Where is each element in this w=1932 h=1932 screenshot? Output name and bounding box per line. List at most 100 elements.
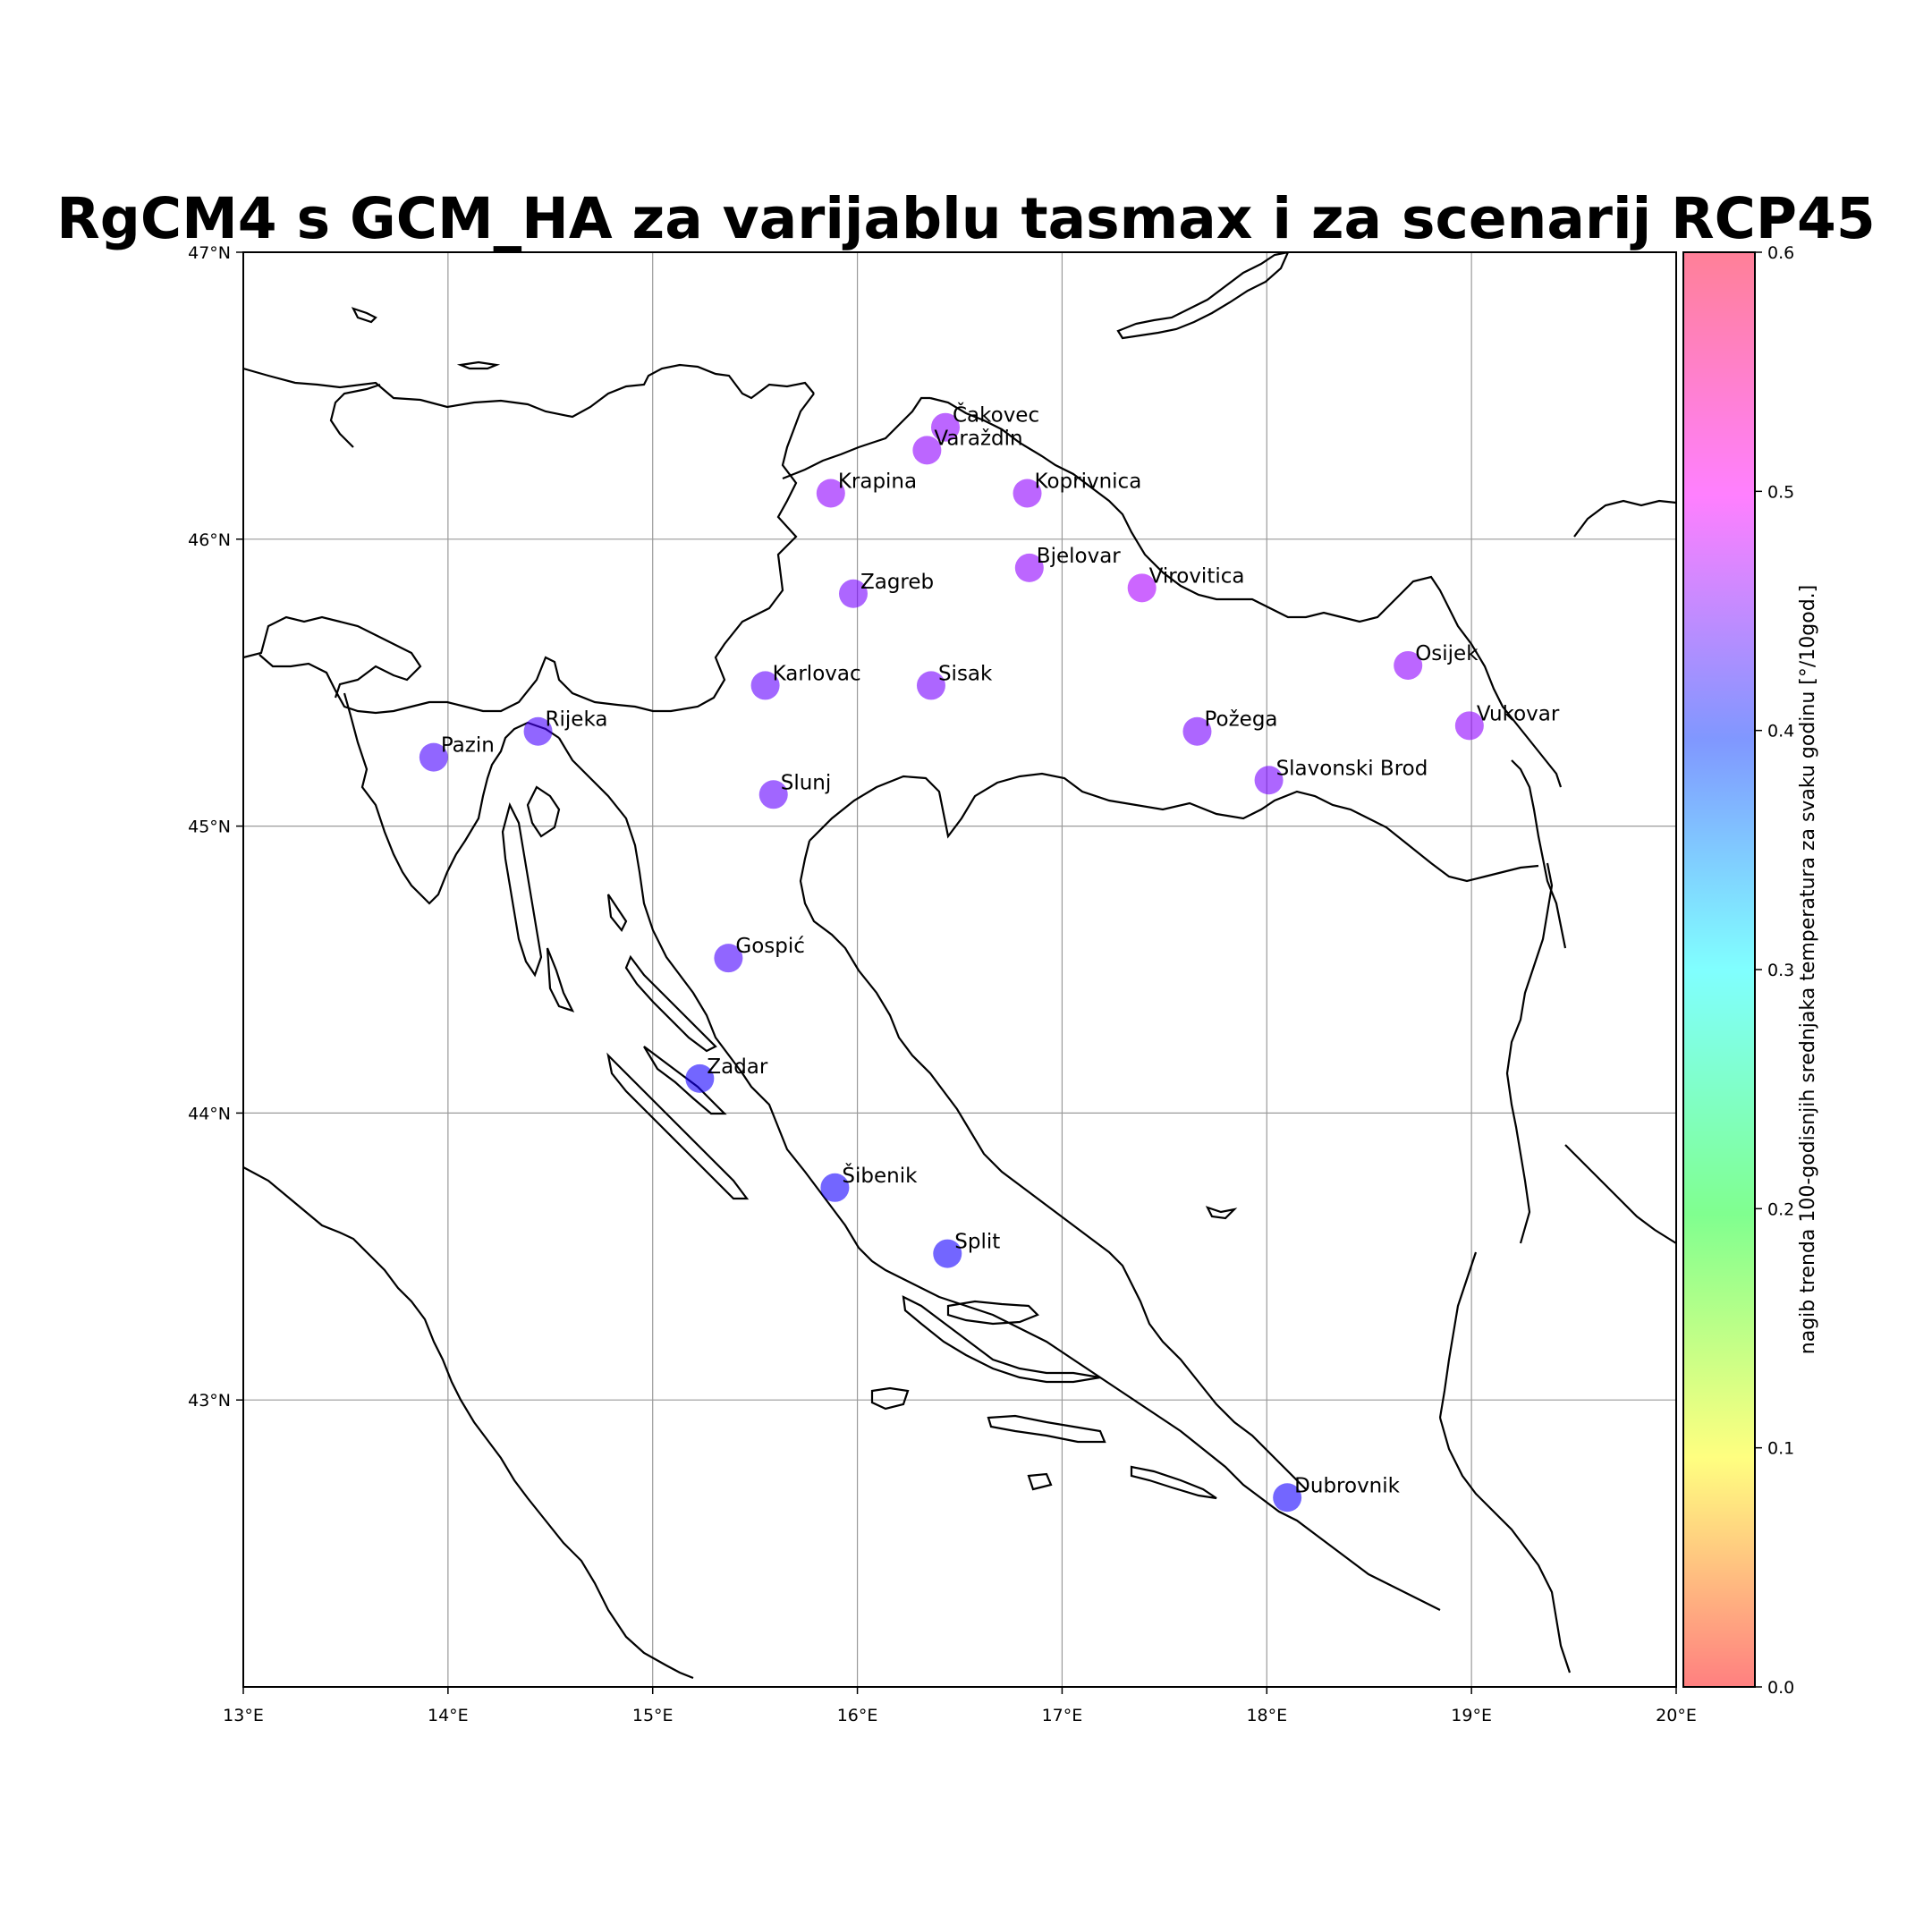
island-ugljan: [643, 1046, 727, 1115]
station-label: Koprivnica: [1035, 470, 1142, 493]
x-tick-label: 20°E: [1656, 1706, 1697, 1725]
island-krk: [526, 785, 561, 838]
colorbar-tick-label: 0.3: [1767, 961, 1794, 980]
colorbar-tick-label: 0.2: [1767, 1199, 1794, 1219]
colorbar-tick-label: 0.6: [1767, 243, 1794, 263]
island-korcula: [987, 1414, 1106, 1444]
x-tick-label: 17°E: [1042, 1706, 1083, 1725]
austria-river-line: [351, 307, 377, 324]
x-tick-label: 18°E: [1246, 1706, 1287, 1725]
x-tick-label: 16°E: [837, 1706, 878, 1725]
croatia-slovenia-north-border: [782, 396, 930, 480]
east-border-line: [1573, 499, 1676, 538]
map-area: [243, 252, 1676, 1687]
x-tick-label: 14°E: [428, 1706, 469, 1725]
colorbar-ticks: 0.0 0.1 0.2 0.3 0.4 0.5 0.6: [1755, 243, 1794, 1698]
station-point: [1182, 716, 1212, 746]
croatia-bosnia-border: [809, 772, 1539, 883]
colorbar-tick-label: 0.0: [1767, 1678, 1794, 1698]
y-axis-ticks: 43°N 44°N 45°N 46°N 47°N: [188, 243, 243, 1411]
station-label: Zadar: [707, 1055, 768, 1079]
station-point: [1454, 711, 1484, 741]
station-point: [419, 742, 448, 772]
station-label: Slavonski Brod: [1276, 757, 1428, 780]
austria-small-lake: [456, 360, 501, 370]
island-lastovo: [1027, 1472, 1053, 1491]
station-point: [758, 780, 788, 809]
y-tick-label: 47°N: [188, 243, 231, 263]
romania-border: [1564, 1144, 1676, 1244]
station-label: Čakovec: [953, 402, 1039, 428]
station-point: [816, 479, 845, 508]
station-label: Osijek: [1415, 642, 1479, 665]
station-label: Gospić: [735, 935, 805, 958]
station-label: Virovitica: [1149, 564, 1245, 588]
slovenia-north-contour: [329, 383, 381, 448]
station-label: Dubrovnik: [1294, 1474, 1400, 1497]
station-point: [930, 412, 960, 442]
slovenia-croatia-border: [258, 393, 815, 715]
station-label: Vukovar: [1477, 702, 1560, 725]
station-label: Slunj: [781, 771, 832, 794]
island-losinj: [546, 947, 575, 1013]
station-point: [1127, 573, 1157, 603]
station-point: [933, 1239, 962, 1268]
station-point: [820, 1173, 850, 1202]
island-mljet: [1130, 1465, 1217, 1500]
island-brac: [946, 1300, 1039, 1326]
station-label: Split: [954, 1231, 1000, 1254]
island-vis: [870, 1386, 910, 1411]
colorbar: 0.0 0.1 0.2 0.3 0.4 0.5 0.6 nagib trenda 100-g…: [1682, 243, 1819, 1698]
station-point: [1013, 479, 1042, 508]
station-point: [1014, 553, 1044, 582]
colorbar-gradient: [1683, 252, 1755, 1687]
station-label: Varaždin: [934, 427, 1022, 450]
island-dugi-otok: [606, 1052, 750, 1200]
island-pag: [624, 954, 717, 1053]
x-tick-label: 13°E: [223, 1706, 264, 1725]
croatia-serbia-border: [1511, 759, 1567, 949]
station-point: [685, 1063, 715, 1093]
island-cres: [501, 801, 543, 978]
station-point: [1273, 1483, 1302, 1513]
coastline-and-borders: [243, 252, 1676, 1680]
station-label: Sisak: [938, 662, 993, 685]
station-label: Zagreb: [860, 571, 934, 594]
station-point: [1394, 650, 1423, 680]
station-label: Bjelovar: [1037, 545, 1121, 568]
station-label: Rijeka: [546, 708, 608, 732]
station-label: Krapina: [838, 470, 917, 493]
station-label: Pazin: [441, 734, 495, 758]
italy-coastline: [243, 1166, 694, 1680]
map-frame: [242, 251, 1677, 1688]
y-tick-label: 43°N: [188, 1391, 231, 1411]
colorbar-tick-label: 0.1: [1767, 1439, 1794, 1459]
istria-coastline: [343, 692, 560, 905]
slovenia-austria-border: [243, 363, 815, 419]
serbia-west-border: [1438, 1251, 1478, 1419]
station-point: [750, 671, 780, 700]
croatia-hungary-border: [929, 396, 1563, 788]
islands: [501, 785, 1238, 1500]
y-tick-label: 44°N: [188, 1104, 231, 1123]
croatia-bosnia-south-border: [799, 840, 1307, 1490]
station-point: [916, 671, 945, 700]
island-susak: [1205, 1206, 1238, 1220]
station-point: [838, 579, 868, 608]
x-axis-ticks: 13°E 14°E 15°E 16°E 17°E 18°E 19°E 20°E: [223, 1687, 1697, 1725]
station-label: Karlovac: [773, 662, 861, 685]
station-label: Požega: [1204, 708, 1277, 732]
station-label: Šibenik: [842, 1163, 918, 1188]
x-tick-label: 15°E: [632, 1706, 674, 1725]
station-point: [714, 944, 743, 973]
island-rab: [606, 894, 628, 933]
station-point: [1254, 766, 1284, 795]
lake-balaton: [1116, 252, 1290, 340]
colorbar-tick-label: 0.5: [1767, 482, 1794, 502]
colorbar-tick-label: 0.4: [1767, 722, 1794, 741]
serbia-danube-contour: [1505, 862, 1554, 1244]
croatia-coastline: [558, 737, 1441, 1611]
station-point: [912, 436, 942, 465]
